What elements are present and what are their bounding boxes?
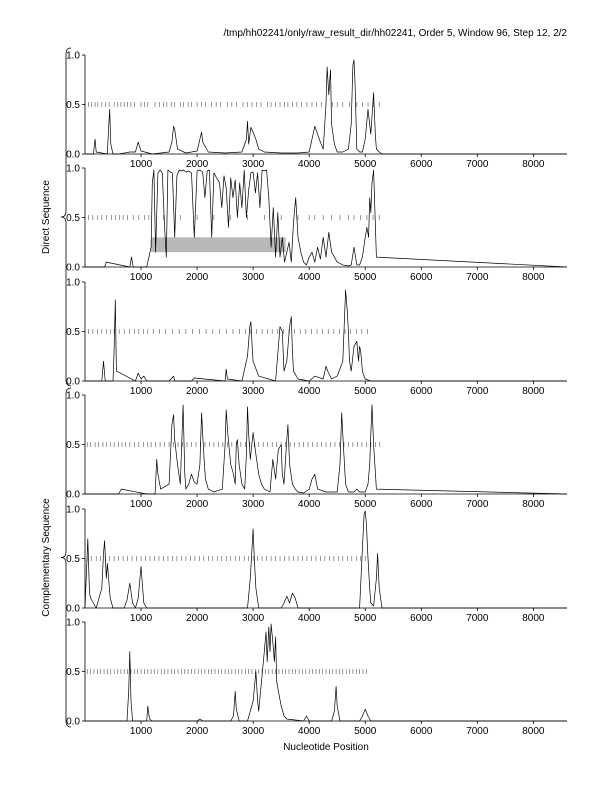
y-tick-label: 0.0	[66, 377, 80, 388]
y-tick-label: 0.5	[66, 440, 80, 451]
x-tick-label: 2000	[186, 272, 209, 283]
x-tick-label: 2000	[186, 613, 209, 624]
x-tick-label: 5000	[354, 726, 377, 737]
x-tick-label: 3000	[242, 159, 265, 170]
x-tick-label: 7000	[466, 386, 489, 397]
x-tick-label: 7000	[466, 272, 489, 283]
y-tick-label: 0.0	[66, 717, 80, 728]
y-tick-label: 1.0	[66, 391, 80, 402]
x-tick-label: 3000	[242, 613, 265, 624]
panels-group: 0.0 0.5 1.0 1000 2000 3000 4000 5000 6000 7000 800…	[66, 51, 568, 737]
x-tick-label: 2000	[186, 726, 209, 737]
x-tick-label: 2000	[186, 159, 209, 170]
y-tick-label: 0.5	[66, 100, 80, 111]
x-tick-label: 8000	[522, 272, 545, 283]
chart-panel-4: 0.0 0.5 1.0 1000 2000 3000 4000 5000 6000 7000 800…	[66, 391, 568, 510]
series-line	[85, 404, 568, 495]
group-brace-2	[60, 387, 72, 728]
chart-panel-1: 0.0 0.5 1.0 1000 2000 3000 4000 5000 6000 7000 800…	[66, 51, 567, 170]
x-tick-label: 5000	[354, 159, 377, 170]
group-label-2: Complementary Sequence	[41, 498, 52, 617]
series-line	[84, 510, 567, 609]
x-tick-label: 5000	[354, 272, 377, 283]
x-tick-label: 7000	[466, 159, 489, 170]
x-tick-label: 4000	[298, 613, 321, 624]
x-tick-label: 7000	[466, 499, 489, 510]
x-tick-label: 6000	[410, 159, 433, 170]
x-tick-label: 6000	[410, 499, 433, 510]
x-tick-label: 8000	[522, 726, 545, 737]
x-tick-label: 6000	[410, 726, 433, 737]
chart-panel-5: 0.0 0.5 1.0 1000 2000 3000 4000 5000 6000 7000 800…	[66, 505, 567, 624]
y-tick-label: 1.0	[66, 505, 80, 516]
y-tick-label: 1.0	[66, 618, 80, 629]
x-tick-label: 4000	[298, 272, 321, 283]
y-tick-label: 1.0	[66, 51, 80, 62]
y-tick-label: 0.5	[66, 327, 80, 338]
chart-panel-6: 0.0 0.5 1.0 1000 2000 3000 4000 5000 6000 7000 800…	[66, 618, 567, 737]
chart-title: /tmp/hh02241/only/raw_result_dir/hh02241…	[223, 28, 567, 39]
series-line	[85, 289, 567, 382]
x-tick-label: 5000	[354, 386, 377, 397]
x-tick-label: 1000	[130, 386, 153, 397]
x-tick-label: 6000	[410, 386, 433, 397]
x-tick-label: 1000	[130, 499, 153, 510]
x-tick-label: 2000	[186, 499, 209, 510]
x-tick-label: 6000	[410, 613, 433, 624]
y-tick-label: 0.0	[66, 604, 80, 615]
x-tick-label: 8000	[522, 386, 545, 397]
y-tick-label: 0.5	[66, 213, 80, 224]
x-tick-label: 3000	[242, 499, 265, 510]
x-tick-label: 4000	[298, 386, 321, 397]
x-tick-label: 3000	[242, 272, 265, 283]
x-axis-label: Nucleotide Position	[283, 742, 369, 753]
chart-panel-3: 0.0 0.5 1.0 1000 2000 3000 4000 5000 6000 7000 800…	[66, 278, 567, 397]
x-tick-label: 7000	[466, 613, 489, 624]
series-line	[85, 169, 568, 268]
x-tick-label: 7000	[466, 726, 489, 737]
x-tick-label: 3000	[242, 726, 265, 737]
highlight-region	[151, 237, 286, 253]
x-tick-label: 4000	[298, 499, 321, 510]
x-tick-label: 2000	[186, 386, 209, 397]
series-line	[85, 623, 567, 722]
x-tick-label: 5000	[354, 499, 377, 510]
x-tick-label: 1000	[130, 159, 153, 170]
y-tick-label: 0.5	[66, 667, 80, 678]
y-tick-label: 0.0	[66, 490, 80, 501]
x-tick-label: 1000	[130, 613, 153, 624]
group-braces: Direct Sequence Complementary Sequence	[41, 47, 72, 728]
y-tick-label: 1.0	[66, 278, 80, 289]
y-tick-label: 0.0	[66, 150, 80, 161]
x-tick-label: 4000	[298, 726, 321, 737]
x-tick-label: 8000	[522, 159, 545, 170]
y-tick-label: 0.5	[66, 554, 80, 565]
x-tick-label: 1000	[130, 726, 153, 737]
x-tick-label: 1000	[130, 272, 153, 283]
y-tick-label: 0.0	[66, 263, 80, 274]
x-tick-label: 8000	[522, 499, 545, 510]
x-tick-label: 8000	[522, 613, 545, 624]
x-tick-label: 6000	[410, 272, 433, 283]
x-tick-label: 4000	[298, 159, 321, 170]
x-tick-label: 5000	[354, 613, 377, 624]
series-line	[85, 59, 567, 155]
y-tick-label: 1.0	[66, 164, 80, 175]
x-tick-label: 3000	[242, 386, 265, 397]
chart-panel-2: 0.0 0.5 1.0 1000 2000 3000 4000 5000 6000 7000 800…	[66, 164, 568, 283]
group-label-1: Direct Sequence	[41, 180, 52, 254]
group-brace-1	[60, 47, 72, 387]
